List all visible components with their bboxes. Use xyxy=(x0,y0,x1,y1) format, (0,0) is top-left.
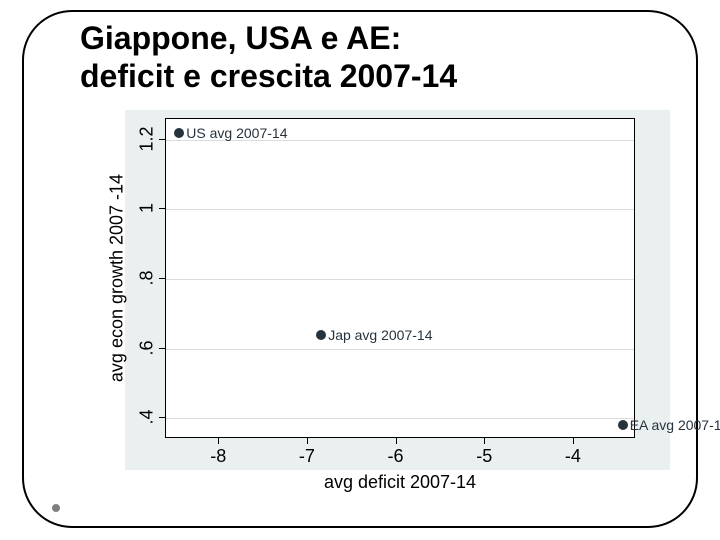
slide-title: Giappone, USA e AE: deficit e crescita 2… xyxy=(80,20,457,96)
xtick-label: -5 xyxy=(476,446,492,467)
data-point xyxy=(174,128,184,138)
gridline-h xyxy=(166,279,634,280)
xtick-label: -8 xyxy=(210,446,226,467)
ytick-mark xyxy=(159,139,165,140)
ytick-label: 1.2 xyxy=(137,126,158,151)
data-point xyxy=(618,420,628,430)
ytick-mark xyxy=(159,348,165,349)
slide: Giappone, USA e AE: deficit e crescita 2… xyxy=(0,0,720,540)
gridline-h xyxy=(166,418,634,419)
title-line-2: deficit e crescita 2007-14 xyxy=(80,58,457,96)
plot-area: US avg 2007-14Jap avg 2007-14EA avg 2007… xyxy=(165,118,635,438)
ytick-mark xyxy=(159,208,165,209)
ytick-label: .8 xyxy=(137,270,158,285)
xtick-mark xyxy=(307,438,308,444)
footer-bullet-icon xyxy=(52,504,60,512)
data-point-label: Jap avg 2007-14 xyxy=(328,327,432,343)
xtick-label: -4 xyxy=(565,446,581,467)
xtick-mark xyxy=(218,438,219,444)
xtick-mark xyxy=(573,438,574,444)
gridline-h xyxy=(166,209,634,210)
ytick-label: .4 xyxy=(137,410,158,425)
ytick-mark xyxy=(159,278,165,279)
gridline-h xyxy=(166,349,634,350)
xtick-label: -7 xyxy=(299,446,315,467)
data-point-label: US avg 2007-14 xyxy=(186,125,287,141)
data-point xyxy=(316,330,326,340)
x-axis-label: avg deficit 2007-14 xyxy=(324,472,476,493)
scatter-chart: US avg 2007-14Jap avg 2007-14EA avg 2007… xyxy=(95,110,670,510)
ytick-mark xyxy=(159,417,165,418)
data-point-label: EA avg 2007-14 xyxy=(630,417,720,433)
xtick-label: -6 xyxy=(388,446,404,467)
xtick-mark xyxy=(396,438,397,444)
ytick-label: 1 xyxy=(137,203,158,213)
title-line-1: Giappone, USA e AE: xyxy=(80,20,457,58)
ytick-label: .6 xyxy=(137,340,158,355)
y-axis-label: avg econ growth 2007 -14 xyxy=(107,174,128,382)
xtick-mark xyxy=(484,438,485,444)
